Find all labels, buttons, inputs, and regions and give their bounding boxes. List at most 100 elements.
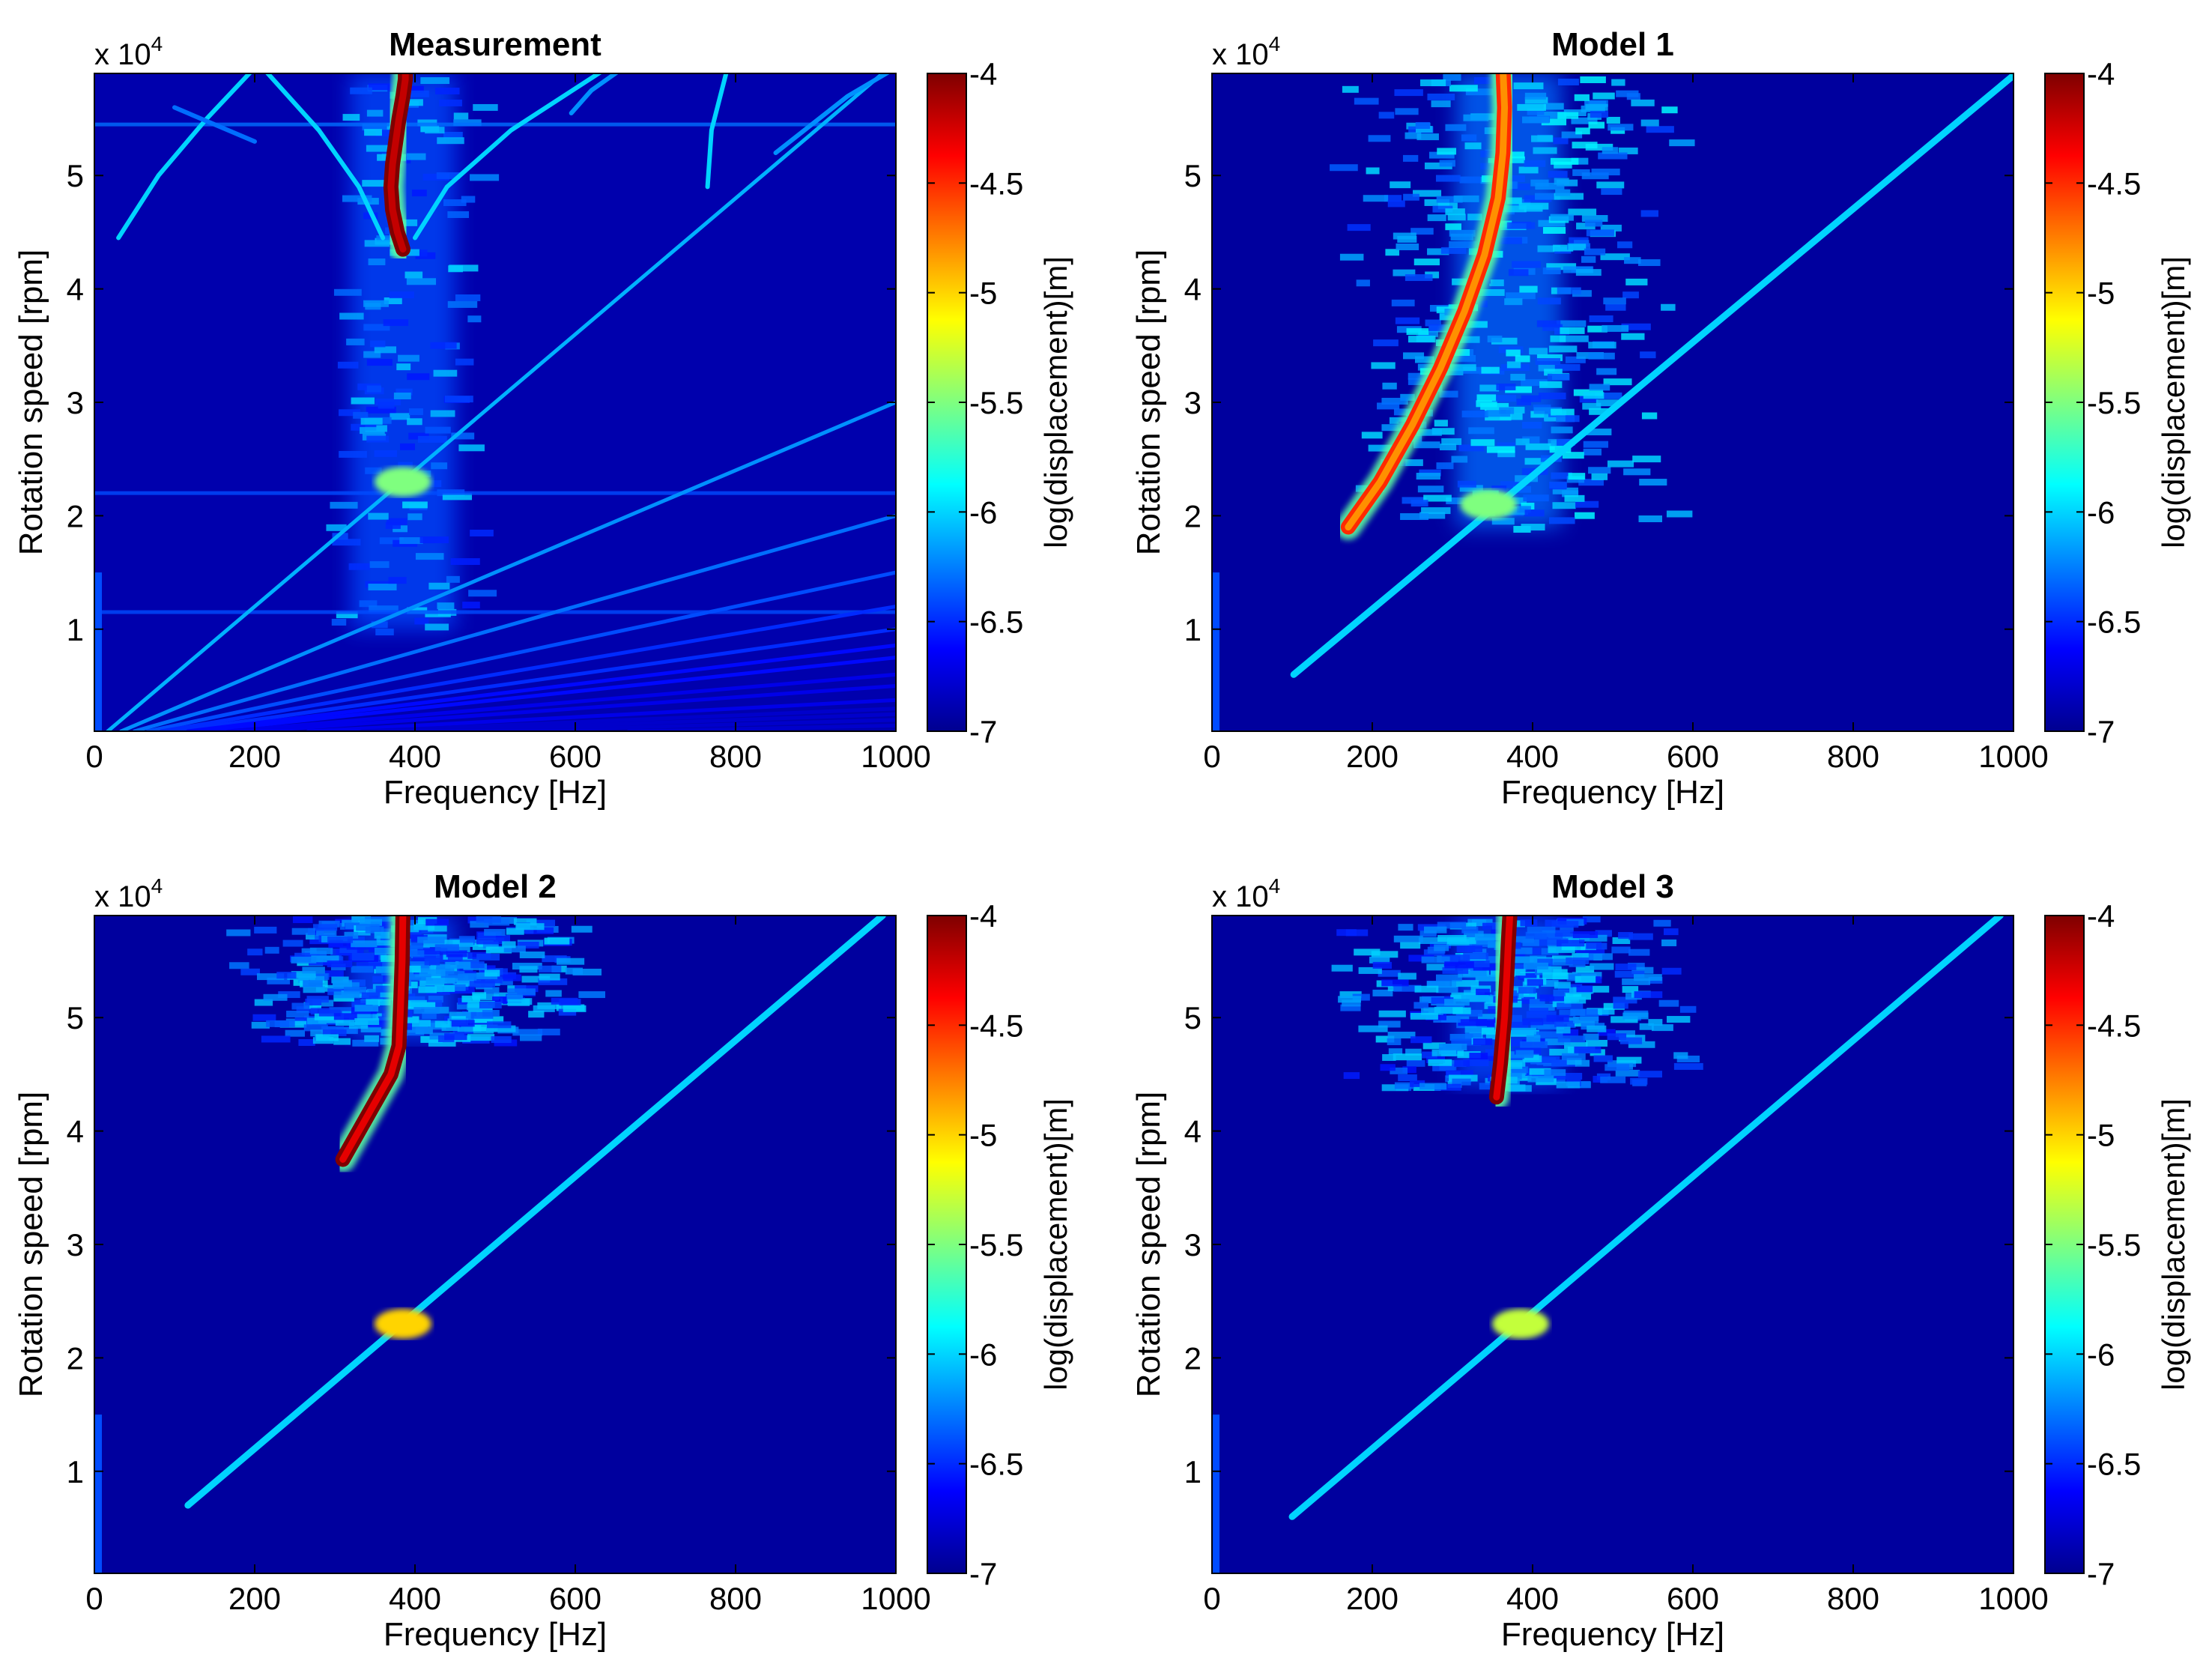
noise-cell: [1616, 90, 1639, 97]
noise-cell: [369, 605, 399, 613]
noise-cell: [333, 1013, 357, 1020]
noise-cell: [333, 1038, 351, 1045]
noise-cell: [1614, 970, 1645, 978]
noise-cell: [1588, 342, 1616, 349]
noise-cell: [1587, 325, 1608, 333]
noise-cell: [1505, 386, 1532, 393]
x-tick-label: 600: [549, 1581, 602, 1616]
colorbar-tick-label: -4.5: [2087, 1008, 2141, 1043]
y-axis-label: Rotation speed [rpm]: [1130, 1092, 1167, 1397]
noise-cell: [1638, 515, 1662, 522]
noise-cell: [385, 521, 401, 529]
noise-cell: [470, 921, 489, 928]
noise-cell: [470, 529, 494, 536]
noise-cell: [1476, 1019, 1503, 1026]
noise-cell: [1452, 278, 1467, 285]
x-tick-label: 600: [1667, 1581, 1719, 1616]
noise-cell: [1417, 485, 1444, 493]
noise-cell: [247, 949, 263, 956]
colorbar-tick-label: -6.5: [969, 1447, 1023, 1482]
noise-cell: [1506, 349, 1521, 357]
noise-cell: [364, 240, 390, 247]
noise-cell: [1520, 919, 1538, 927]
noise-cell: [1679, 1005, 1697, 1013]
colorbar-tick-label: -4: [2087, 898, 2115, 934]
noise-cell: [1586, 1039, 1608, 1047]
noise-cell: [1581, 215, 1608, 223]
noise-cell: [538, 978, 568, 985]
noise-cell: [1497, 442, 1515, 450]
noise-cell: [1661, 939, 1677, 946]
noise-cell: [1444, 999, 1470, 1006]
noise-cell: [350, 953, 375, 960]
noise-cell: [1572, 931, 1599, 938]
noise-cell: [1661, 303, 1676, 311]
noise-cell: [362, 180, 390, 187]
noise-cell: [1441, 955, 1470, 962]
noise-cell: [366, 145, 393, 152]
noise-cell: [1596, 181, 1625, 189]
noise-cell: [1589, 384, 1610, 391]
y-multiplier: x 104: [1212, 874, 1280, 913]
noise-cell: [1467, 919, 1493, 926]
plot-area: [1212, 916, 2004, 1573]
noise-cell: [1524, 97, 1548, 104]
noise-cell: [1413, 1002, 1429, 1009]
noise-cell: [1553, 137, 1569, 145]
noise-cell: [430, 410, 455, 417]
noise-cell: [469, 981, 495, 988]
noise-cell: [1331, 964, 1353, 972]
noise-cell: [1590, 111, 1609, 118]
noise-cell: [1338, 996, 1361, 1003]
noise-cell: [1582, 916, 1601, 923]
y-tick-label: 1: [1184, 1454, 1202, 1489]
noise-cell: [442, 493, 473, 500]
noise-cell: [1541, 980, 1559, 987]
noise-cell: [354, 1018, 380, 1026]
noise-cell: [309, 947, 333, 955]
noise-cell: [1463, 114, 1489, 121]
noise-cell: [1398, 1074, 1417, 1082]
noise-cell: [1474, 934, 1503, 941]
noise-cell: [1416, 126, 1433, 133]
noise-cell: [1339, 253, 1364, 261]
noise-cell: [563, 1005, 587, 1012]
noise-cell: [467, 1034, 495, 1041]
noise-cell: [356, 962, 383, 969]
noise-cell: [1568, 473, 1586, 480]
noise-cell: [342, 195, 372, 202]
noise-cell: [1491, 518, 1515, 525]
noise-cell: [366, 406, 396, 414]
noise-cell: [1572, 953, 1589, 960]
noise-cell: [374, 931, 390, 939]
x-tick-label: 200: [228, 1581, 281, 1616]
noise-cell: [1402, 154, 1419, 162]
noise-cell: [1549, 1048, 1579, 1056]
noise-cell: [327, 936, 353, 943]
noise-cell: [1591, 473, 1608, 480]
noise-cell: [1441, 438, 1462, 445]
noise-cell: [1343, 1072, 1360, 1080]
noise-cell: [390, 413, 410, 420]
noise-cell: [1648, 1019, 1663, 1026]
noise-cell: [1390, 1067, 1408, 1074]
noise-cell: [1517, 103, 1546, 111]
noise-cell: [1404, 459, 1423, 467]
noise-cell: [1529, 999, 1545, 1006]
noise-cell: [396, 388, 413, 396]
noise-cell: [1445, 1070, 1473, 1077]
noise-cell: [1585, 220, 1603, 227]
noise-cell: [1330, 164, 1358, 172]
noise-cell: [1608, 124, 1634, 131]
noise-cell: [1588, 467, 1611, 474]
order-line-3x: [133, 513, 896, 731]
y-tick-label: 1: [1184, 612, 1202, 647]
noise-cell: [1518, 972, 1537, 980]
noise-cell: [1511, 1027, 1536, 1035]
noise-cell: [1466, 960, 1490, 967]
noise-cell: [428, 1039, 456, 1047]
noise-cell: [420, 1035, 443, 1043]
noise-cell: [428, 582, 450, 590]
noise-cell: [1550, 958, 1573, 966]
noise-cell: [446, 575, 460, 583]
